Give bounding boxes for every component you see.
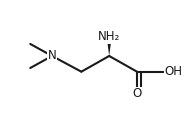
Text: N: N (48, 49, 56, 63)
Text: OH: OH (165, 65, 183, 78)
Polygon shape (106, 31, 113, 56)
Text: O: O (132, 87, 142, 100)
Text: NH₂: NH₂ (98, 30, 120, 43)
